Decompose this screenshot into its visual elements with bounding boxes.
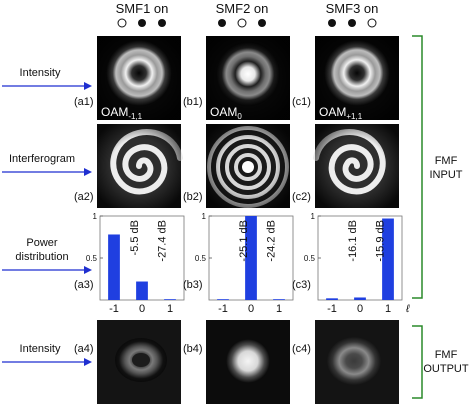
x-tick-label: 1 <box>167 303 173 315</box>
bar <box>245 216 257 300</box>
panel-label: (c3) <box>292 279 311 291</box>
column-title: SMF3 on <box>326 1 379 16</box>
bar <box>326 298 338 300</box>
image-c1: OAM+1,1 <box>315 36 399 121</box>
x-tick-label: -1 <box>109 303 119 315</box>
y-tick-label: 0.5 <box>86 254 98 263</box>
power-chart-b3: 0.5 1 -1 0 1 -25.1 dB -24.2 dB <box>195 212 294 315</box>
bar <box>273 299 285 300</box>
image-c2 <box>313 124 399 208</box>
x-tick-label: 1 <box>276 303 282 315</box>
panel-label: (b4) <box>183 343 203 355</box>
image-a1: OAM-1,1 <box>97 36 181 121</box>
y-tick-label: 1 <box>93 212 98 221</box>
arrowhead-icon <box>84 82 92 90</box>
open-dot-icon <box>237 18 247 28</box>
panel-label: (b1) <box>183 96 203 108</box>
db-annotation: -5.5 dB <box>129 220 141 255</box>
image-b4 <box>206 320 290 404</box>
image-a2 <box>97 124 183 208</box>
x-axis-label: ℓ <box>405 303 410 315</box>
x-tick-label: 0 <box>248 303 254 315</box>
row-label-power: Power distribution <box>2 237 92 274</box>
x-tick-label: 0 <box>139 303 145 315</box>
panel-label: (a2) <box>74 191 94 203</box>
y-tick-label: 1 <box>202 212 207 221</box>
bar <box>164 299 176 300</box>
y-tick-label: 1 <box>311 212 316 221</box>
db-annotation: -16.1 dB <box>347 220 359 262</box>
row-label: Intensity <box>20 67 61 79</box>
bracket-fmf-output: FMF OUTPUT <box>412 325 469 399</box>
bracket-label: FMF <box>435 155 458 167</box>
panel-label: (b3) <box>183 279 203 291</box>
panel-label: (c1) <box>292 96 311 108</box>
row-label: Intensity <box>20 343 61 355</box>
filled-dot-icon <box>158 19 166 27</box>
panel-label: (a3) <box>74 279 94 291</box>
filled-dot-icon <box>218 19 226 27</box>
db-annotation: -24.2 dB <box>266 220 278 262</box>
column-title: SMF2 on <box>216 1 269 16</box>
x-tick-label: -1 <box>327 303 337 315</box>
row-label-interferogram: Interferogram <box>2 153 92 176</box>
arrowhead-icon <box>84 266 92 274</box>
power-chart-c3: 0.5 1 -1 0 1 -16.1 dB -15.9 dB ℓ <box>304 212 410 315</box>
open-dot-icon <box>117 18 127 28</box>
arrowhead-icon <box>84 168 92 176</box>
arrowhead-icon <box>84 358 92 366</box>
bar <box>217 299 229 300</box>
bracket-label: FMF <box>435 349 458 361</box>
db-annotation: -15.9 dB <box>375 220 387 262</box>
panel-label: (b2) <box>183 191 203 203</box>
bar <box>136 281 148 300</box>
y-tick-label: 0.5 <box>304 254 316 263</box>
image-c4 <box>315 320 399 404</box>
panel-label: (a4) <box>74 343 94 355</box>
image-a4 <box>97 320 181 404</box>
bracket-label: INPUT <box>430 169 463 181</box>
panel-label: (c2) <box>292 191 311 203</box>
bar <box>382 218 394 300</box>
image-b1: OAM0 <box>206 36 290 121</box>
column-header-smf2: SMF2 on <box>216 1 269 28</box>
column-header-smf3: SMF3 on <box>326 1 379 28</box>
row-label-output-intensity: Intensity <box>2 343 92 366</box>
row-label: Power <box>26 237 58 249</box>
x-tick-label: 1 <box>385 303 391 315</box>
y-tick-label: 0.5 <box>195 254 207 263</box>
panel-label: (c4) <box>292 343 311 355</box>
bracket-fmf-input: FMF INPUT <box>412 35 463 299</box>
oam-label: OAM-1,1 <box>101 105 143 121</box>
bracket-label: OUTPUT <box>423 363 469 375</box>
power-chart-a3: 0.5 1 -1 0 1 -5.5 dB -27.4 dB <box>86 212 185 315</box>
panel-labels: (a1) (b1) (c1) (a2) (b2) (c2) (a3) (b3) … <box>74 96 311 355</box>
db-annotation: -27.4 dB <box>157 220 169 262</box>
db-annotation: -25.1 dB <box>238 220 250 262</box>
open-dot-icon <box>367 18 377 28</box>
column-header-smf1: SMF1 on <box>116 1 169 28</box>
x-tick-label: 0 <box>357 303 363 315</box>
panel-label: (a1) <box>74 96 94 108</box>
x-tick-label: -1 <box>218 303 228 315</box>
oam-label: OAM+1,1 <box>319 105 363 121</box>
filled-dot-icon <box>328 19 336 27</box>
oam-label: OAM0 <box>210 105 242 121</box>
image-b2 <box>206 124 290 208</box>
row-label-intensity: Intensity <box>2 67 92 90</box>
bar <box>354 297 366 300</box>
filled-dot-icon <box>348 19 356 27</box>
row-label: distribution <box>15 251 68 263</box>
filled-dot-icon <box>138 19 146 27</box>
bar <box>108 234 120 300</box>
filled-dot-icon <box>258 19 266 27</box>
column-title: SMF1 on <box>116 1 169 16</box>
row-label: Interferogram <box>9 153 75 165</box>
